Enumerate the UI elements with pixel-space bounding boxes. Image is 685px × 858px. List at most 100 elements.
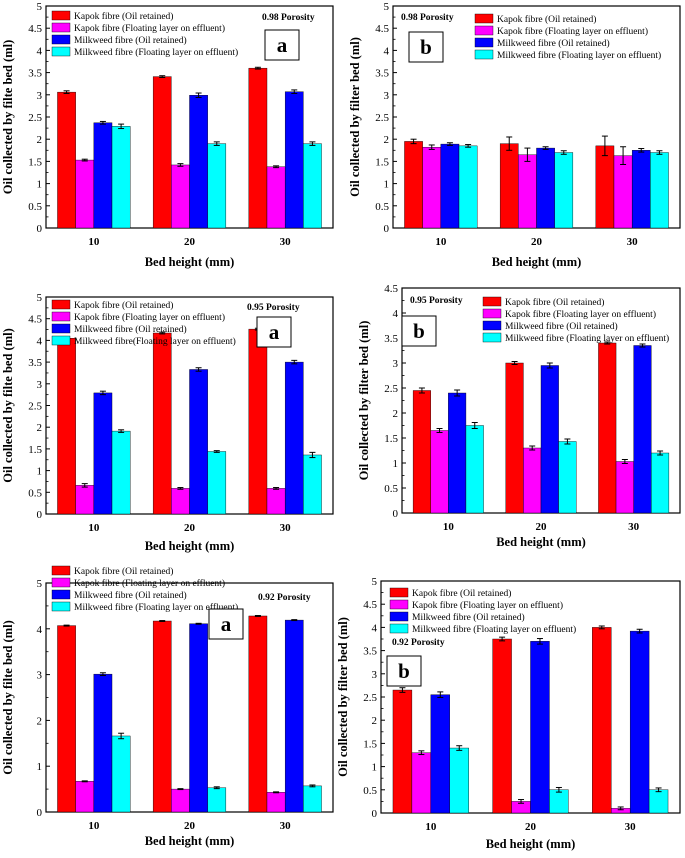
panel-letter-box xyxy=(264,29,300,61)
bar-1-30 xyxy=(592,627,612,814)
legend-swatch xyxy=(474,37,494,48)
x-tick-label: 20 xyxy=(536,521,548,533)
legend-label: Milkweed fibre (Oil retained) xyxy=(497,38,610,49)
y-tick-label: 2 xyxy=(37,715,43,727)
y-tick-label: 1 xyxy=(384,179,390,191)
bar-2-20 xyxy=(518,154,537,229)
legend-swatch xyxy=(482,320,502,331)
bar-4-20 xyxy=(207,787,227,813)
y-tick-label: 5 xyxy=(37,292,43,304)
bar-1-20 xyxy=(152,76,172,229)
y-tick-label: 0 xyxy=(37,223,43,235)
bar-1-30 xyxy=(248,67,268,229)
x-tick-label: 30 xyxy=(625,821,637,833)
error-bar xyxy=(418,750,425,756)
legend-label: Kapok fibre (Oil retained) xyxy=(505,297,604,308)
x-tick-label: 30 xyxy=(280,236,292,248)
legend-label: Milkweed fibre (Oil retained) xyxy=(74,590,187,601)
y-tick-label: 5 xyxy=(372,576,378,588)
error-bar xyxy=(159,331,166,335)
bar-2-10 xyxy=(430,430,449,514)
error-bar xyxy=(524,147,531,162)
y-tick-label: 1 xyxy=(372,762,378,774)
legend-swatch xyxy=(482,308,502,319)
panel-letter-box xyxy=(401,315,437,347)
y-tick-label: 5 xyxy=(37,1,43,13)
x-tick-label: 10 xyxy=(443,521,455,533)
bar-4-30 xyxy=(648,789,669,814)
bar-4-30 xyxy=(303,454,322,515)
error-bar xyxy=(656,150,663,155)
y-tick-label: 4 xyxy=(393,308,399,320)
bar-1-20 xyxy=(152,332,172,515)
legend-swatch xyxy=(389,587,409,598)
error-bar xyxy=(506,136,513,151)
panel-letter: a xyxy=(221,612,232,636)
legend-swatch xyxy=(482,296,502,307)
error-bar xyxy=(546,362,553,369)
bar-4-20 xyxy=(207,451,227,515)
bar-3-20 xyxy=(530,641,550,814)
y-tick-label: 1 xyxy=(37,761,43,773)
bar-1-20 xyxy=(492,638,512,814)
y-tick-label: 0.5 xyxy=(28,487,42,499)
bar-3-10 xyxy=(430,694,450,814)
bar-4-20 xyxy=(549,789,569,814)
panel-letter-box xyxy=(256,316,292,348)
error-bar xyxy=(99,390,106,396)
x-axis-title: Bed height (mm) xyxy=(145,834,235,848)
error-bar xyxy=(601,135,608,157)
bar-4-30 xyxy=(650,152,669,229)
legend-swatch xyxy=(389,611,409,622)
bar-2-30 xyxy=(266,166,286,229)
legend-swatch xyxy=(51,323,71,334)
x-axis-title: Bed height (mm) xyxy=(145,539,235,553)
error-bar xyxy=(454,389,461,397)
legend-label: Kapok fibre (Oil retained) xyxy=(74,300,173,311)
y-tick-label: 2 xyxy=(384,134,390,146)
y-axis: 0 0.5 1 1.5 2 2.5 3 3.5 4 4.5 5 xyxy=(28,1,50,235)
error-bar xyxy=(81,158,88,162)
x-tick-label: 10 xyxy=(88,820,100,832)
y-tick-label: 0 xyxy=(384,223,390,235)
error-bar xyxy=(273,165,280,169)
y-axis-title: Oil collected by filte bed (ml) xyxy=(1,620,15,774)
y-tick-label: 1.5 xyxy=(363,738,377,750)
y-tick-label: 3.5 xyxy=(375,68,389,80)
error-bar xyxy=(254,615,261,617)
legend-swatch xyxy=(51,565,71,576)
legend-swatch xyxy=(51,22,71,33)
error-bar xyxy=(428,144,435,150)
legend: Kapok fibre (Oil retained)Kapok fibre (F… xyxy=(51,299,236,347)
y-tick-label: 2 xyxy=(37,422,43,434)
legend-label: Milkweed fibre (Floating layer on efflue… xyxy=(74,602,238,613)
bar-3-10 xyxy=(448,392,467,514)
y-tick-label: 5 xyxy=(37,578,43,590)
y-tick-label: 3.5 xyxy=(28,357,42,369)
y-tick-label: 3.5 xyxy=(384,333,398,345)
panel-letter-box xyxy=(386,655,422,687)
bar-2-20 xyxy=(523,447,542,514)
legend: Kapok fibre (Oil retained)Kapok fibre (F… xyxy=(51,10,238,58)
y-tick-label: 2 xyxy=(372,715,378,727)
error-bar xyxy=(291,619,298,622)
legend-swatch xyxy=(51,335,71,346)
bar-1-20 xyxy=(499,143,519,229)
bar-3-20 xyxy=(189,369,208,515)
y-tick-label: 3 xyxy=(372,669,378,681)
error-bar xyxy=(213,786,220,790)
chart-panel-5: 0 1 2 3 4 5 Oil collected by filte bed (ml) 10 2… xyxy=(1,565,334,848)
legend-swatch xyxy=(51,589,71,600)
y-tick-label: 0 xyxy=(372,808,378,820)
bar-1-10 xyxy=(57,625,76,813)
error-bar xyxy=(636,628,643,634)
y-tick-label: 2 xyxy=(393,408,399,420)
y-tick-label: 3.5 xyxy=(28,68,42,80)
y-tick-label: 1 xyxy=(393,458,399,470)
bar-3-30 xyxy=(631,150,651,229)
legend-label: Kapok fibre (Floating layer on effluent) xyxy=(74,578,225,589)
error-bar xyxy=(291,89,298,94)
legend-swatch xyxy=(474,25,494,36)
chart-panel-3: 0 0.5 1 1.5 2 2.5 3 3.5 4 4.5 5 Oil collected by fi… xyxy=(1,292,334,553)
bar-1-20 xyxy=(505,362,524,514)
